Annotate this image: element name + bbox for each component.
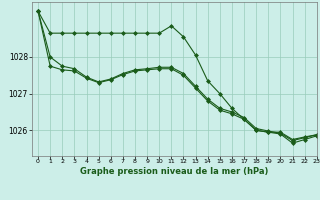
X-axis label: Graphe pression niveau de la mer (hPa): Graphe pression niveau de la mer (hPa) bbox=[80, 167, 268, 176]
